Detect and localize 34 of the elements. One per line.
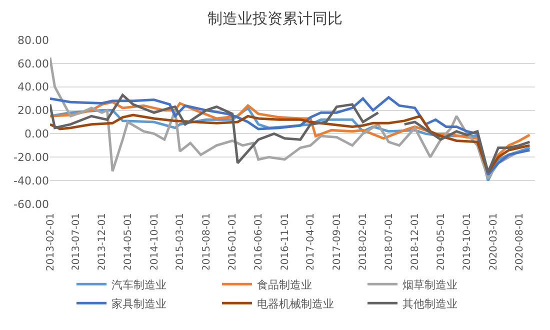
x-tick-label: 2020-03-01 [488, 213, 500, 272]
x-tick-label: 2020-08-01 [514, 213, 526, 272]
y-tick-label: 80.00 [18, 34, 49, 47]
x-tick-label: 2016-06-01 [254, 213, 265, 272]
x-tick-label: 2017-09-01 [332, 213, 343, 272]
y-tick-label: -60.00 [14, 198, 49, 211]
x-tick-label: 2017-04-01 [306, 213, 317, 272]
y-tick-label: 60.00 [18, 57, 49, 70]
legend-label: 汽车制造业 [112, 278, 166, 292]
chart-title: 制造业投资累计同比 [208, 10, 342, 28]
y-tick-label: -40.00 [14, 174, 49, 188]
x-tick-label: 2019-10-01 [462, 213, 474, 272]
legend-label: 烟草制造业 [402, 278, 458, 292]
y-tick-label: -20.00 [14, 150, 49, 164]
x-tick-label: 2016-11-01 [280, 213, 291, 272]
legend-label: 其他制造业 [402, 297, 458, 310]
legend-label: 电器机械制造业 [257, 297, 334, 310]
x-tick-label: 2013-12-01 [97, 213, 108, 272]
x-tick-label: 2015-03-01 [175, 213, 186, 272]
y-tick-label: 0.00 [24, 128, 49, 141]
x-tick-label: 2015-08-01 [201, 213, 212, 272]
y-tick-label: 20.00 [18, 104, 49, 118]
x-tick-label: 2018-02-01 [358, 213, 370, 272]
x-tick-label: 2013-07-01 [70, 213, 82, 272]
legend-label: 食品制造业 [257, 278, 312, 292]
x-tick-label: 2019-05-01 [436, 213, 447, 272]
x-tick-label: 2014-10-01 [149, 213, 160, 272]
x-tick-label: 2018-07-01 [384, 213, 395, 272]
x-tick-label: 2014-05-01 [123, 213, 134, 272]
y-tick-label: 40.00 [18, 80, 49, 94]
x-tick-label: 2018-12-01 [410, 213, 422, 272]
x-tick-label: 2013-02-01 [45, 213, 56, 272]
legend-label: 家具制造业 [112, 297, 166, 310]
x-tick-label: 2016-01-01 [228, 213, 239, 272]
